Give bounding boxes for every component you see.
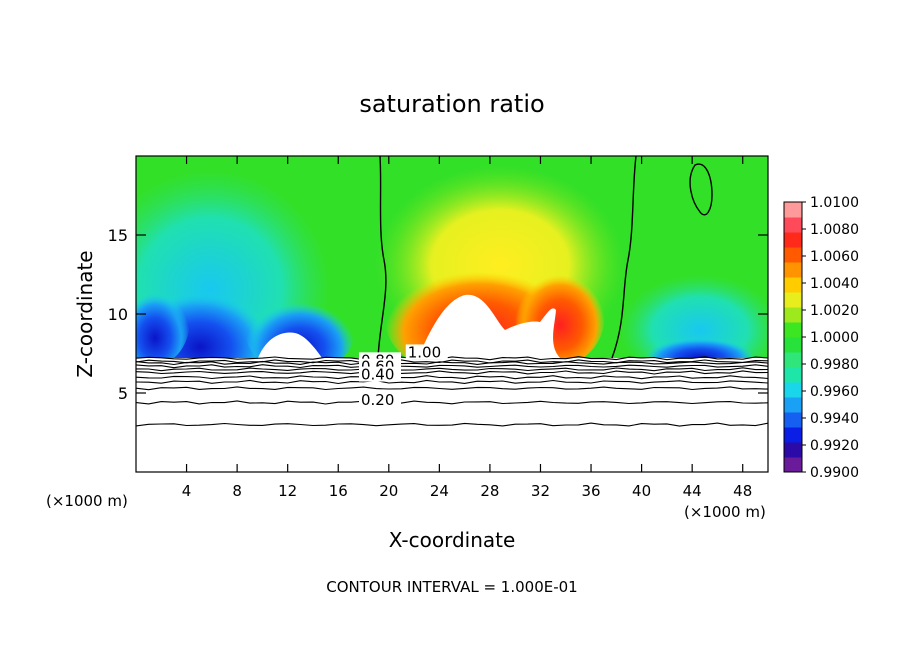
colorbar-segment [784,262,802,278]
contour-line [136,367,768,372]
x-tick-label: 12 [278,482,297,500]
x-tick-label: 24 [430,482,449,500]
colorbar-label: 0.9900 [810,465,859,481]
colorbar-segment [784,397,802,413]
contour-interval-footer: CONTOUR INTERVAL = 1.000E-01 [326,578,577,596]
x-tick-label: 20 [379,482,398,500]
x-tick-label: 48 [733,482,752,500]
colorbar-segment [784,457,802,473]
contour-line [136,370,768,375]
colorbar-segment [784,367,802,383]
contour-label: 0.20 [361,391,394,409]
colorbar-label: 1.0060 [810,249,859,265]
colorbar-segment [784,277,802,293]
contour-line [136,356,768,361]
colorbar-segment [784,412,802,428]
contour-line [136,364,768,369]
colorbar: 1.0100 1.0080 1.0060 1.0040 1.0020 1.0000 0.99… [783,195,859,481]
contour-line [136,359,768,364]
y-tick-label: 5 [118,384,128,403]
x-tick-label: 36 [581,482,600,500]
contour-1-left [377,156,387,359]
left-white-region [258,332,322,358]
contour-line [136,379,768,385]
colorbar-segment [784,322,802,338]
x-unit-left: (×1000 m) [46,492,128,510]
colorbar-segment [784,442,802,458]
x-tick-label: 32 [531,482,550,500]
colorbar-segment [784,307,802,323]
contour-label: 1.00 [408,343,441,361]
colorbar-label: 0.9920 [810,438,859,454]
contour-label-bg [405,344,448,360]
colorbar-segment [784,202,802,218]
x-tick-label: 16 [329,482,348,500]
x-axis-label: X-coordinate [389,528,516,552]
colorbar-label: 0.9940 [810,411,859,427]
x-unit-right: (×1000 m) [684,503,766,521]
y-axis: 5 10 15 [108,226,768,403]
x-tick-label: 4 [182,482,192,500]
contour-labels: 1.000.800.600.400.20 [358,343,448,409]
colorbar-label: 1.0040 [810,276,859,292]
colorbar-segment [784,292,802,308]
chart-title: saturation ratio [359,90,544,118]
x-axis: 4 8 12 16 20 24 28 32 36 40 44 48 [182,156,752,500]
central-white-region [418,294,560,358]
colorbar-label: 1.0000 [810,330,859,346]
colorbar-segment [784,337,802,353]
colorbar-label: 0.9960 [810,384,859,400]
colorbar-segment [784,427,802,443]
colorbar-segment [784,352,802,368]
heatmap-field [136,156,768,472]
colorbar-segment [784,247,802,263]
contour-label-bg [358,366,401,382]
contour-label: 0.40 [361,366,394,384]
colorbar-segment [784,382,802,398]
contour-label-bg [358,391,401,407]
x-tick-label: 8 [232,482,242,500]
lower-domain [136,358,768,472]
x-tick-label: 28 [480,482,499,500]
x-tick-label: 40 [632,482,651,500]
y-tick-label: 10 [108,305,128,324]
colorbar-label: 1.0080 [810,222,859,238]
y-axis-label: Z-coordinate [73,250,97,377]
colorbar-label: 1.0100 [810,195,859,211]
horizontal-contours [136,356,768,427]
colorbar-label: 1.0020 [810,303,859,319]
colorbar-segment [784,232,802,248]
contour-line [136,375,768,380]
y-tick-label: 15 [108,226,128,245]
colorbar-segment [784,217,802,233]
x-tick-label: 44 [683,482,702,500]
contour-line [136,422,768,427]
left-blue-region-c [136,275,190,365]
contour-line [136,360,768,366]
contour-1-loop [689,163,713,216]
contour-line [136,386,768,391]
contour-line [136,400,768,405]
colorbar-label: 0.9980 [810,357,859,373]
contour-1-right [611,156,637,359]
